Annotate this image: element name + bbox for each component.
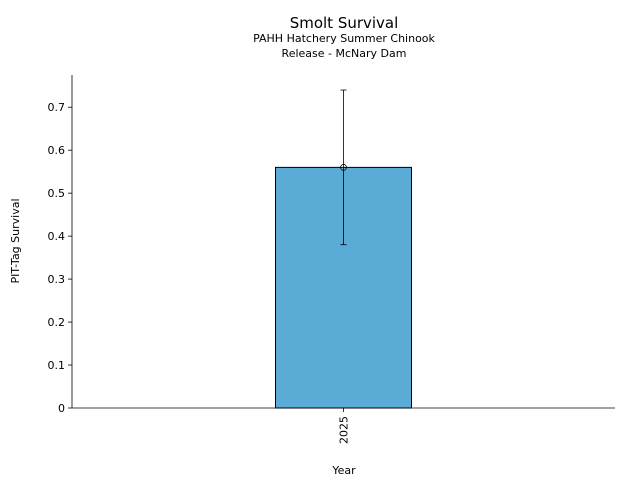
x-axis-label: Year xyxy=(331,464,356,477)
y-tick-label: 0.2 xyxy=(48,316,66,329)
chart-subtitle-line-2: Release - McNary Dam xyxy=(282,47,407,60)
point-marker xyxy=(340,163,347,171)
y-tick-label: 0.5 xyxy=(48,187,66,200)
y-tick-label: 0 xyxy=(58,402,65,415)
y-tick-label: 0.4 xyxy=(48,230,66,243)
y-tick-label: 0.6 xyxy=(48,144,66,157)
x-tick-label: 2025 xyxy=(338,416,351,444)
y-tick-label: 0.3 xyxy=(48,273,66,286)
y-tick-label: 0.7 xyxy=(48,101,66,114)
chart-title: Smolt Survival xyxy=(290,14,399,32)
y-tick-label: 0.1 xyxy=(48,359,66,372)
y-axis-label: PIT-Tag Survival xyxy=(9,198,22,283)
chart-subtitle-line-1: PAHH Hatchery Summer Chinook xyxy=(253,32,435,45)
